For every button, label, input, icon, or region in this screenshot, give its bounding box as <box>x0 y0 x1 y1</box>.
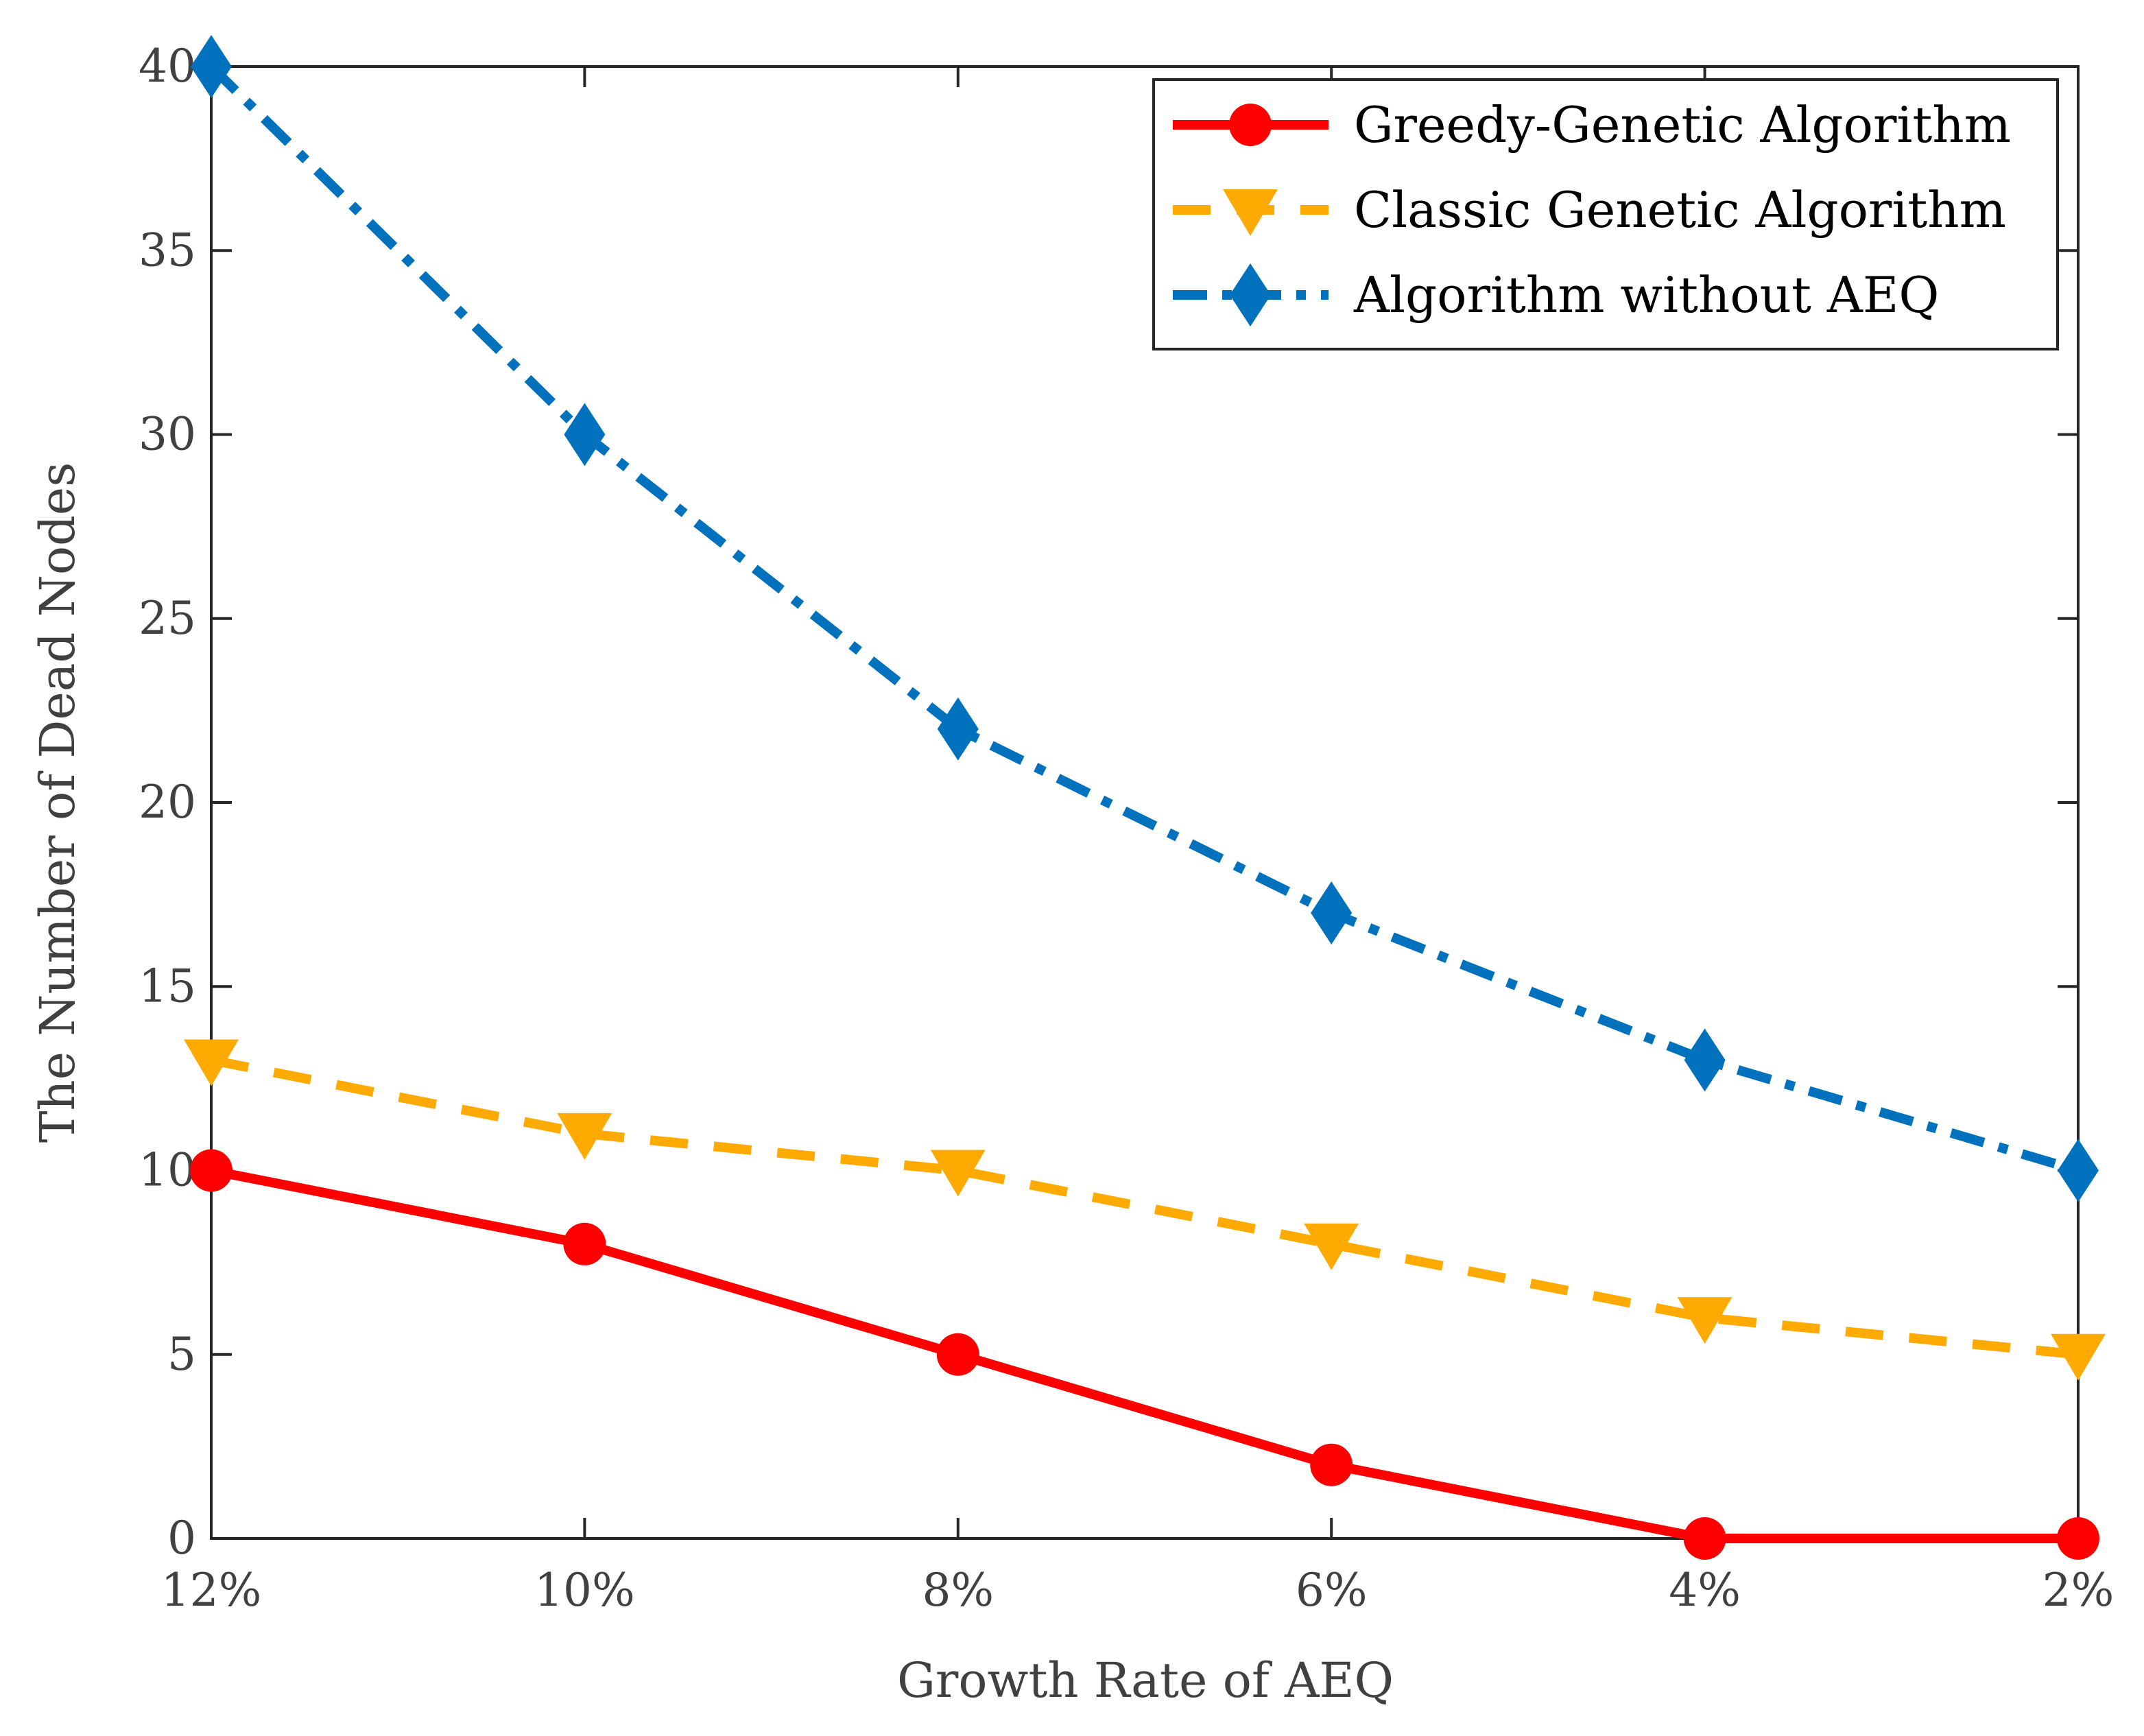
series-line-greedy-genetic-algorithm <box>210 1165 2078 1543</box>
y-tick-label: 10 <box>139 1144 196 1197</box>
data-point-classic-genetic-algorithm <box>557 1113 612 1160</box>
data-point-classic-genetic-algorithm <box>1677 1297 1732 1344</box>
data-point-algorithm-without-aeq <box>1684 1028 1726 1092</box>
y-axis-title: The Number of Dead Nodes <box>29 462 86 1143</box>
data-point-classic-genetic-algorithm <box>184 1039 239 1086</box>
legend-label-greedy-genetic-algorithm: Greedy-Genetic Algorithm <box>1354 96 2011 154</box>
x-tick-label: 6% <box>1296 1564 1368 1617</box>
x-tick-label: 2% <box>2042 1564 2115 1617</box>
y-tick-label: 15 <box>139 960 196 1012</box>
legend-marker-algorithm-without-aeq <box>1230 263 1271 326</box>
y-tick-label: 40 <box>139 40 196 93</box>
data-point-algorithm-without-aeq <box>2058 1139 2099 1202</box>
data-point-algorithm-without-aeq <box>937 697 979 761</box>
legend-marker-greedy-genetic-algorithm <box>1229 104 1272 146</box>
y-tick-label: 5 <box>167 1328 196 1381</box>
legend-label-classic-genetic-algorithm: Classic Genetic Algorithm <box>1354 181 2006 239</box>
legend-marker-classic-genetic-algorithm <box>1223 189 1278 236</box>
x-tick-label: 4% <box>1669 1564 1741 1617</box>
data-point-greedy-genetic-algorithm <box>936 1333 979 1376</box>
data-point-greedy-genetic-algorithm <box>1683 1517 1726 1560</box>
data-point-greedy-genetic-algorithm <box>190 1149 233 1192</box>
y-tick-label: 25 <box>139 592 196 645</box>
data-point-algorithm-without-aeq <box>191 35 232 98</box>
x-tick-label: 12% <box>161 1564 262 1617</box>
data-point-classic-genetic-algorithm <box>1304 1223 1359 1270</box>
x-tick-label: 8% <box>922 1564 994 1617</box>
y-tick-label: 35 <box>139 224 196 276</box>
series-line-algorithm-without-aeq <box>208 63 2080 1176</box>
y-tick-label: 30 <box>139 408 196 461</box>
data-point-algorithm-without-aeq <box>1311 881 1353 944</box>
data-point-greedy-genetic-algorithm <box>1310 1443 1353 1486</box>
data-point-classic-genetic-algorithm <box>930 1150 986 1197</box>
legend-label-algorithm-without-aeq: Algorithm without AEQ <box>1353 266 1939 324</box>
y-tick-label: 20 <box>139 776 196 829</box>
data-point-algorithm-without-aeq <box>564 403 606 466</box>
y-tick-label: 0 <box>167 1512 196 1565</box>
data-point-greedy-genetic-algorithm <box>2057 1517 2099 1560</box>
x-axis-title: Growth Rate of AEQ <box>897 1652 1394 1709</box>
data-point-classic-genetic-algorithm <box>2051 1333 2106 1381</box>
data-point-greedy-genetic-algorithm <box>563 1222 606 1265</box>
x-tick-label: 10% <box>534 1564 635 1617</box>
